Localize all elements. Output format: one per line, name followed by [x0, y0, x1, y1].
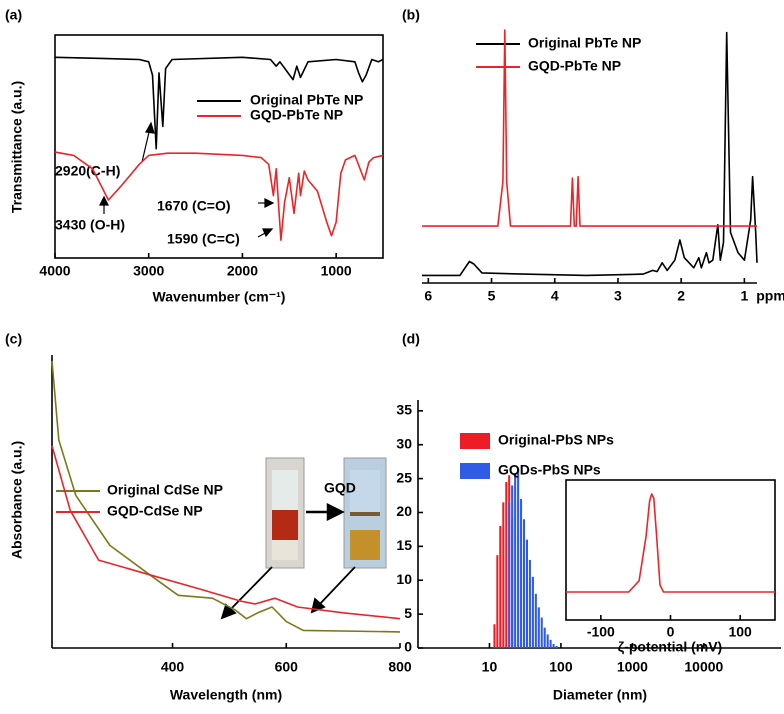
- panel: 4000 3000 2000 1000 (a) Wavenumber (cm⁻¹) Tran…: [5, 7, 384, 305]
- histogram-bar: [517, 468, 520, 648]
- x-tick-label: 100: [728, 624, 752, 640]
- plot-frame: [565, 479, 776, 621]
- panel-label: (c): [5, 331, 22, 347]
- x-tick-label: 10000: [684, 659, 723, 675]
- series-line: [422, 31, 758, 277]
- histogram-bar: [496, 555, 499, 648]
- annotation: 1670 (C=O): [157, 198, 231, 214]
- histogram-bar: [493, 624, 496, 648]
- histogram-bar: [528, 559, 531, 648]
- histogram-bar: [508, 502, 511, 648]
- histogram-bar: [520, 498, 523, 648]
- x-tick-label: -100: [587, 624, 615, 640]
- y-tick-label: 20: [396, 503, 412, 519]
- x-tick-label: 100: [549, 659, 573, 675]
- histogram-bar: [534, 593, 537, 648]
- panel-label: (b): [402, 7, 420, 23]
- y-tick-label: 25: [396, 469, 412, 485]
- arrow: [99, 121, 275, 238]
- legend-label: Original CdSe NP: [107, 482, 223, 498]
- histogram-bar: [525, 539, 528, 648]
- histogram-bar: [555, 645, 558, 648]
- histogram-bar: [552, 643, 555, 648]
- x-tick-label: 400: [161, 659, 185, 675]
- series-line: [566, 493, 775, 593]
- panel-label: (a): [5, 7, 22, 23]
- x-tick-label: 10: [482, 659, 498, 675]
- x-tick-label: 4: [551, 288, 559, 304]
- histogram-bar: [505, 481, 508, 648]
- legend-label: GQD-PbTe NP: [250, 107, 343, 123]
- y-axis-label: Absorbance (a.u.): [9, 441, 25, 559]
- annotation: GQD: [324, 480, 356, 496]
- annotation: 1590 (C=C): [167, 231, 240, 247]
- plot-frame: [54, 34, 384, 259]
- panel: -100 0 100 ζ-potential (mV): [565, 479, 776, 655]
- y-tick-label: 35: [396, 402, 412, 418]
- x-axis-label: Wavelength (nm): [170, 687, 282, 703]
- legend-swatch: [460, 463, 490, 479]
- x-tick-label: 2: [677, 288, 685, 304]
- x-tick-label: 4000: [39, 263, 70, 279]
- x-axis-label: Wavenumber (cm⁻¹): [153, 289, 286, 305]
- panel: 6 5 4 3 2 1 (b) ppm Original PbTe NP GQD-PbTe NP: [402, 7, 784, 304]
- annotation: 2920(C-H): [55, 163, 120, 179]
- x-tick-label: 1000: [617, 659, 648, 675]
- legend-label: GQDs-PbS NPs: [498, 462, 601, 478]
- histogram-bar: [499, 526, 502, 648]
- histogram-bar: [511, 485, 514, 648]
- legend-label: GQD-PbTe NP: [528, 58, 621, 74]
- x-axis-label: ppm: [756, 288, 784, 304]
- y-tick-label: 10: [396, 571, 412, 587]
- series-line: [51, 445, 401, 620]
- histogram-bar: [549, 639, 552, 648]
- legend-label: Original PbTe NP: [528, 35, 641, 51]
- x-tick-label: 2000: [227, 263, 258, 279]
- x-tick-label: 0: [667, 624, 675, 640]
- vial-photo: [265, 457, 305, 569]
- legend-label: Original PbTe NP: [250, 92, 363, 108]
- legend-label: Original-PbS NPs: [498, 432, 614, 448]
- series-line: [54, 56, 384, 150]
- histogram-bar: [531, 576, 534, 648]
- y-tick-label: 0: [404, 639, 412, 655]
- panel: 400 600 800 (c) Wavelength (nm) Absorbance (a…: [5, 331, 412, 703]
- arrow: [220, 566, 356, 620]
- annotation: 3430 (O-H): [55, 217, 125, 233]
- histogram-bar: [543, 627, 546, 648]
- panel-label: (d): [402, 331, 420, 347]
- histogram-bar: [522, 519, 526, 648]
- x-tick-label: 3: [614, 288, 622, 304]
- x-tick-label: 600: [275, 659, 299, 675]
- x-tick-label: 5: [488, 288, 496, 304]
- vial-photo: [343, 457, 387, 569]
- y-tick-label: 30: [396, 435, 412, 451]
- x-axis-label: Diameter (nm): [553, 687, 647, 703]
- legend-swatch: [460, 433, 490, 449]
- x-tick-label: 6: [424, 288, 432, 304]
- histogram-bar: [502, 502, 505, 648]
- x-tick-label: 1000: [321, 263, 352, 279]
- histogram-bar: [514, 473, 517, 648]
- histogram-bar: [537, 607, 540, 648]
- histogram-bar: [546, 634, 549, 648]
- x-tick-label: 1: [740, 288, 748, 304]
- x-axis-label: ζ-potential (mV): [618, 639, 722, 655]
- x-tick-label: 800: [388, 659, 412, 675]
- histogram-bar: [540, 617, 543, 648]
- arrow: [306, 502, 345, 522]
- series-line: [51, 360, 401, 633]
- x-tick-label: 3000: [133, 263, 164, 279]
- y-tick-label: 15: [396, 537, 412, 553]
- panel: 10 100 1000 1000005101520253035(d)Diameter …: [396, 331, 781, 703]
- series-line: [422, 29, 757, 227]
- legend-label: GQD-CdSe NP: [107, 503, 203, 519]
- y-tick-label: 5: [404, 605, 412, 621]
- series-line: [54, 151, 384, 241]
- y-axis-label: Transmittance (a.u.): [9, 81, 25, 213]
